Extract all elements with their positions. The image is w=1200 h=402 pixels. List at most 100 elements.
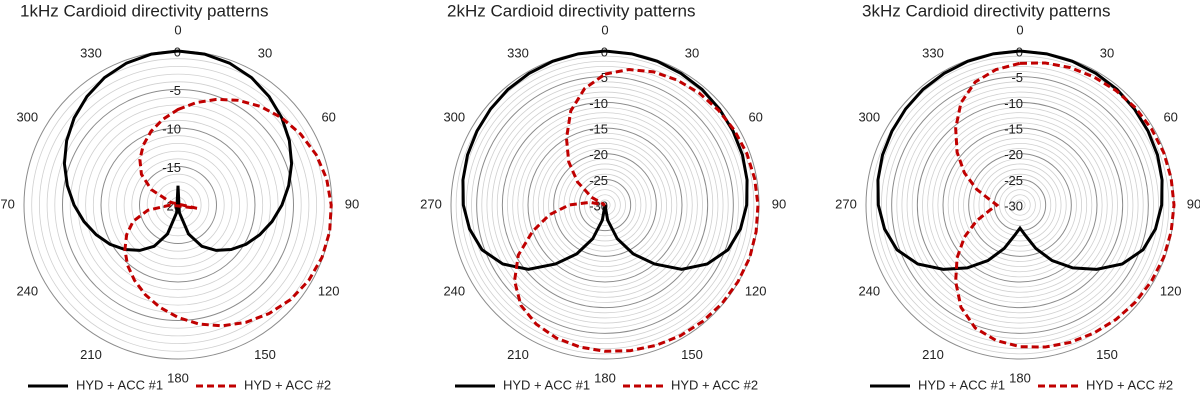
minor-grid-circle	[77, 104, 279, 306]
minor-grid-circle	[146, 173, 210, 237]
minor-grid-circle	[1009, 194, 1031, 216]
series-line	[513, 68, 760, 353]
chart-title: 1kHz Cardioid directivity patterns	[20, 1, 268, 20]
minor-grid-circle	[522, 122, 688, 288]
series-line	[954, 61, 1176, 349]
legend-label: HYD + ACC #2	[671, 377, 758, 392]
minor-grid-circle	[465, 65, 745, 345]
theta-tick-label: 150	[1096, 347, 1118, 362]
theta-tick-label: 60	[321, 109, 335, 124]
legend-label: HYD + ACC #2	[1086, 377, 1173, 392]
theta-tick-label: 240	[858, 283, 880, 298]
minor-grid-circle	[460, 60, 750, 350]
theta-tick-label: 90	[345, 196, 359, 211]
theta-tick-label: 240	[16, 283, 38, 298]
theta-tick-label: 0	[1016, 22, 1023, 37]
series-line	[123, 97, 333, 328]
r-tick-label: -15	[1004, 121, 1023, 136]
r-tick-label: -20	[589, 147, 608, 162]
minor-grid-circle	[491, 91, 719, 319]
theta-tick-label: 300	[858, 109, 880, 124]
minor-grid-circle	[932, 117, 1108, 293]
minor-grid-circle	[901, 86, 1139, 324]
minor-grid-circle	[937, 122, 1103, 288]
theta-tick-label: 60	[1163, 109, 1177, 124]
minor-grid-circle	[38, 65, 318, 345]
minor-grid-circle	[123, 150, 233, 260]
theta-tick-label: 240	[443, 283, 465, 298]
minor-grid-circle	[481, 81, 729, 329]
minor-grid-circle	[543, 142, 668, 267]
theta-tick-label: 180	[1009, 370, 1031, 385]
r-tick-label: -10	[162, 121, 181, 136]
minor-grid-circle	[563, 163, 647, 247]
minor-grid-circle	[507, 107, 703, 303]
r-tick-label: -15	[162, 160, 181, 175]
minor-grid-circle	[131, 158, 225, 252]
minor-grid-circle	[881, 65, 1160, 345]
minor-grid-circle	[963, 148, 1077, 262]
theta-tick-label: 270	[0, 196, 15, 211]
minor-grid-circle	[92, 119, 264, 291]
theta-tick-label: 330	[507, 46, 529, 61]
minor-grid-circle	[988, 173, 1052, 237]
minor-grid-circle	[108, 135, 248, 275]
minor-grid-circle	[1014, 199, 1026, 211]
minor-grid-circle	[973, 158, 1067, 252]
minor-grid-circle	[486, 86, 724, 324]
minor-grid-circle	[927, 112, 1113, 298]
legend-label: HYD + ACC #2	[244, 377, 331, 392]
minor-grid-circle	[1004, 189, 1036, 221]
minor-grid-circle	[589, 189, 621, 221]
minor-grid-circle	[46, 73, 310, 337]
minor-grid-circle	[952, 137, 1088, 273]
theta-tick-label: 120	[318, 283, 340, 298]
minor-grid-circle	[85, 112, 271, 298]
r-tick-label: -20	[1004, 147, 1023, 162]
series-line	[876, 49, 1164, 271]
minor-grid-circle	[584, 184, 626, 226]
grid-circle	[968, 153, 1072, 257]
r-tick-label: -25	[589, 173, 608, 188]
minor-grid-circle	[875, 60, 1165, 350]
r-tick-label: -10	[1004, 96, 1023, 111]
theta-tick-label: 30	[1100, 46, 1114, 61]
theta-tick-label: 60	[748, 109, 762, 124]
theta-tick-label: 90	[772, 196, 786, 211]
minor-grid-circle	[471, 71, 739, 339]
grid-circle	[501, 101, 709, 309]
minor-grid-circle	[532, 132, 678, 278]
r-tick-label: -10	[589, 96, 608, 111]
minor-grid-circle	[558, 158, 652, 252]
minor-grid-circle	[455, 55, 755, 355]
theta-tick-label: 180	[594, 370, 616, 385]
chart-title: 3kHz Cardioid directivity patterns	[862, 1, 1110, 20]
theta-tick-label: 330	[80, 46, 102, 61]
theta-tick-label: 30	[258, 46, 272, 61]
theta-tick-label: 180	[167, 370, 189, 385]
grid-circle	[993, 178, 1047, 232]
minor-grid-circle	[978, 163, 1062, 247]
minor-grid-circle	[886, 71, 1154, 339]
theta-tick-label: 150	[681, 347, 703, 362]
minor-grid-circle	[870, 55, 1170, 355]
minor-grid-circle	[517, 117, 693, 293]
grid-circle	[139, 166, 217, 244]
minor-grid-circle	[512, 112, 698, 298]
series-line	[62, 49, 294, 252]
minor-grid-circle	[911, 96, 1129, 314]
grid-circle	[62, 89, 294, 321]
grid-circle	[578, 178, 632, 232]
minor-grid-circle	[947, 132, 1093, 278]
r-tick-label: -25	[1004, 173, 1023, 188]
theta-tick-label: 300	[16, 109, 38, 124]
minor-grid-circle	[983, 168, 1057, 242]
chart-title: 2kHz Cardioid directivity patterns	[447, 1, 695, 20]
minor-grid-circle	[922, 107, 1118, 303]
minor-grid-circle	[594, 194, 616, 216]
grid-circle	[476, 76, 734, 334]
minor-grid-circle	[116, 142, 240, 267]
grid-circle	[553, 153, 657, 257]
theta-tick-label: 0	[174, 22, 181, 37]
minor-grid-circle	[568, 168, 642, 242]
